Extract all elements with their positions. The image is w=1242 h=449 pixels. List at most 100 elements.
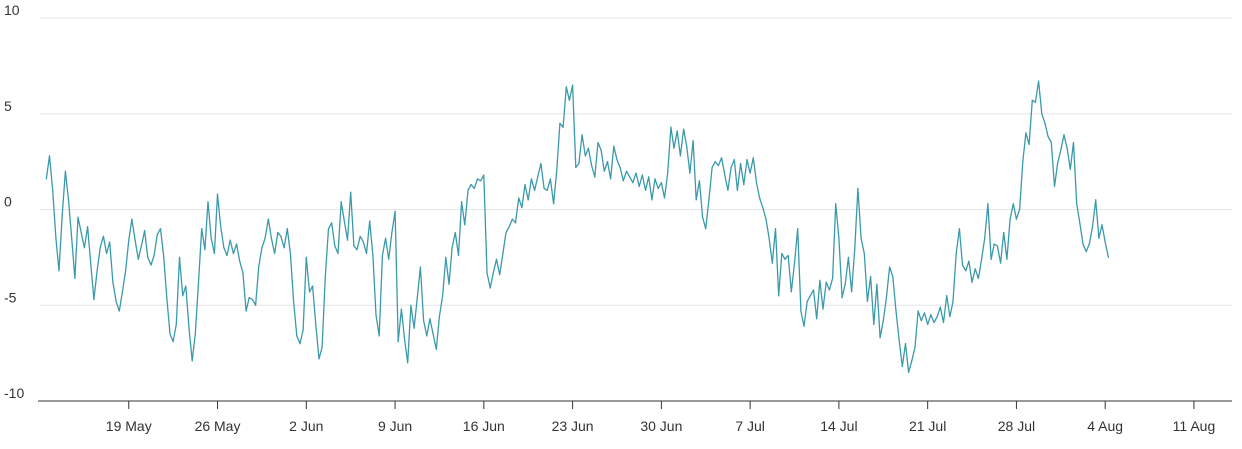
data-point bbox=[622, 180, 624, 182]
data-point bbox=[594, 176, 596, 178]
data-point bbox=[163, 254, 165, 257]
data-point bbox=[445, 256, 447, 258]
data-point bbox=[543, 187, 545, 189]
data-point bbox=[499, 274, 501, 276]
data-point bbox=[473, 187, 475, 189]
data-point bbox=[781, 252, 783, 255]
data-point bbox=[648, 176, 650, 178]
data-point bbox=[597, 141, 599, 144]
data-point bbox=[128, 239, 130, 241]
data-point bbox=[274, 252, 276, 255]
data-point bbox=[492, 272, 494, 274]
data-point bbox=[562, 126, 564, 128]
data-point bbox=[841, 297, 843, 299]
data-point bbox=[470, 184, 472, 186]
data-point bbox=[889, 266, 891, 268]
data-point bbox=[1038, 80, 1040, 82]
data-point bbox=[391, 231, 393, 234]
data-point bbox=[606, 161, 609, 163]
data-point bbox=[730, 166, 732, 168]
data-point bbox=[803, 325, 805, 327]
y-tick-label: 5 bbox=[4, 98, 12, 114]
y-axis: 10 5 0 -5 -10 bbox=[4, 2, 24, 401]
data-point bbox=[480, 180, 482, 182]
data-point bbox=[204, 249, 206, 251]
data-point bbox=[353, 245, 355, 247]
data-point bbox=[442, 295, 444, 297]
data-point bbox=[553, 203, 555, 205]
data-point bbox=[185, 285, 187, 287]
data-point bbox=[438, 316, 440, 318]
y-tick-label: -5 bbox=[4, 289, 17, 305]
data-point bbox=[388, 258, 390, 260]
data-point bbox=[724, 174, 726, 176]
data-point bbox=[423, 320, 425, 322]
data-point bbox=[971, 281, 973, 283]
data-point bbox=[638, 185, 640, 188]
data-point bbox=[426, 335, 428, 337]
data-point bbox=[587, 147, 590, 149]
data-point bbox=[175, 323, 177, 325]
data-point bbox=[1072, 141, 1075, 144]
data-point bbox=[55, 237, 57, 239]
data-point bbox=[131, 218, 133, 220]
data-point bbox=[197, 281, 200, 283]
data-point bbox=[559, 122, 561, 124]
data-point bbox=[495, 258, 498, 260]
data-point bbox=[289, 252, 291, 255]
data-point bbox=[340, 201, 342, 203]
data-point bbox=[454, 231, 456, 234]
data-point bbox=[96, 270, 98, 272]
data-point bbox=[77, 216, 79, 218]
data-point bbox=[166, 297, 168, 299]
data-point bbox=[882, 320, 884, 322]
data-point bbox=[749, 172, 751, 174]
data-point bbox=[229, 239, 231, 241]
data-point bbox=[521, 207, 523, 209]
data-point bbox=[816, 318, 818, 320]
data-point bbox=[667, 172, 669, 174]
data-point bbox=[565, 86, 567, 88]
data-point bbox=[898, 339, 900, 341]
data-point bbox=[302, 329, 304, 331]
data-point bbox=[603, 170, 605, 172]
data-point bbox=[64, 170, 66, 172]
data-point bbox=[876, 283, 878, 285]
data-point bbox=[651, 199, 653, 201]
data-point bbox=[635, 172, 637, 174]
data-point bbox=[984, 237, 986, 239]
data-point bbox=[616, 159, 618, 161]
data-point bbox=[118, 310, 120, 312]
data-point bbox=[140, 245, 142, 247]
data-point bbox=[870, 275, 872, 278]
y-tick-label: 10 bbox=[4, 2, 20, 18]
data-point bbox=[930, 314, 932, 316]
data-point bbox=[432, 333, 434, 335]
x-tick-label: 21 Jul bbox=[909, 418, 946, 434]
data-point bbox=[385, 237, 387, 239]
data-point bbox=[58, 270, 60, 272]
data-point bbox=[1104, 241, 1106, 243]
data-point bbox=[800, 310, 802, 312]
data-point bbox=[819, 279, 821, 281]
data-point bbox=[419, 266, 421, 268]
data-point bbox=[705, 228, 707, 230]
x-tick-label: 7 Jul bbox=[735, 418, 765, 434]
data-point bbox=[321, 346, 323, 348]
data-point bbox=[121, 291, 123, 293]
data-point bbox=[968, 260, 970, 262]
data-point bbox=[172, 341, 174, 343]
data-point bbox=[331, 222, 333, 224]
data-point bbox=[920, 320, 922, 322]
data-point bbox=[828, 289, 831, 291]
data-point bbox=[689, 172, 691, 174]
data-point bbox=[679, 155, 682, 157]
data-point bbox=[156, 233, 158, 235]
data-point bbox=[755, 182, 758, 184]
data-point bbox=[413, 327, 415, 329]
x-tick-label: 9 Jun bbox=[378, 418, 412, 434]
data-point bbox=[1047, 136, 1049, 138]
data-point bbox=[784, 258, 786, 260]
data-point bbox=[832, 277, 834, 279]
